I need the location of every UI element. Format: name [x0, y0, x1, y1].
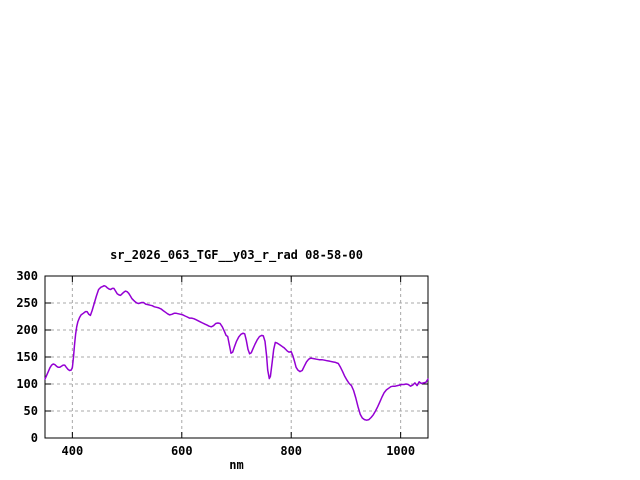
chart-title: sr_2026_063_TGF__y03_r_rad 08-58-00	[110, 248, 363, 262]
y-tick-label: 250	[16, 296, 38, 310]
y-tick-label: 100	[16, 377, 38, 391]
y-tick-label: 200	[16, 323, 38, 337]
y-tick-label: 300	[16, 269, 38, 283]
y-tick-label: 150	[16, 350, 38, 364]
x-tick-label: 400	[62, 444, 84, 458]
x-axis-label: nm	[229, 458, 244, 472]
spectrum-line	[44, 284, 429, 421]
y-tick-label: 50	[24, 404, 38, 418]
y-tick-label: 0	[31, 431, 38, 445]
x-tick-label: 600	[171, 444, 193, 458]
x-tick-label: 800	[280, 444, 302, 458]
x-tick-label: 1000	[386, 444, 415, 458]
